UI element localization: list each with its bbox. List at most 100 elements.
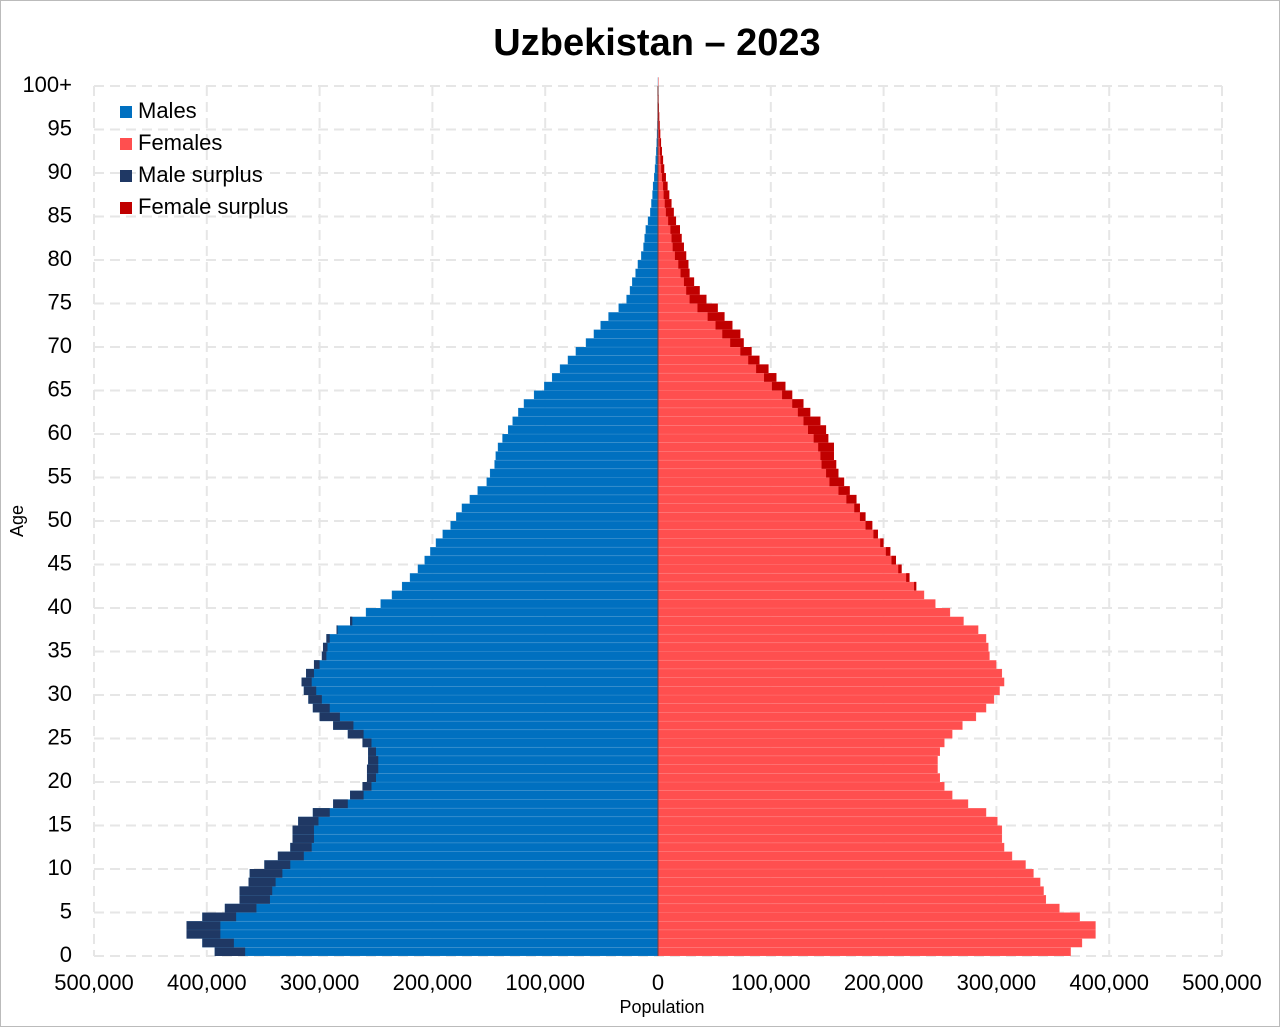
male-surplus [333, 721, 354, 730]
female-surplus [914, 581, 917, 591]
x-tick-label: 500,000 [54, 970, 134, 995]
female-bar [657, 468, 839, 478]
female-bar [657, 503, 861, 513]
male-surplus [306, 668, 314, 678]
male-bar [214, 946, 659, 957]
y-tick-label: 80 [48, 246, 72, 271]
female-bar [657, 390, 793, 400]
female-surplus [846, 494, 857, 504]
male-bar [650, 198, 659, 209]
female-bar [657, 746, 941, 757]
female-bar [657, 877, 1041, 887]
y-tick-label: 95 [48, 115, 72, 140]
female-bar [657, 938, 1083, 948]
male-surplus [292, 834, 314, 843]
male-bar [502, 433, 659, 443]
female-bar [657, 616, 964, 626]
legend-label: Male surplus [138, 162, 263, 187]
female-bar [657, 799, 969, 809]
y-tick-label: 65 [48, 376, 72, 401]
female-surplus [813, 434, 829, 443]
female-bar [657, 659, 997, 670]
female-surplus [880, 538, 884, 548]
female-surplus [661, 164, 665, 173]
male-surplus [301, 677, 312, 687]
male-bar [362, 781, 659, 791]
female-bar [657, 381, 786, 391]
male-bar [567, 355, 659, 365]
male-surplus [186, 929, 221, 939]
female-surplus [818, 442, 834, 452]
male-bar [239, 886, 659, 896]
male-bar [297, 816, 659, 826]
male-bar [289, 842, 659, 852]
male-bar [507, 424, 659, 435]
female-bar [657, 520, 873, 530]
male-surplus [298, 816, 319, 826]
male-bar [450, 520, 659, 530]
x-tick-label: 300,000 [280, 970, 360, 995]
female-surplus [697, 303, 718, 313]
male-surplus [362, 738, 372, 748]
male-bar [301, 677, 659, 687]
female-surplus [671, 233, 682, 243]
legend-label: Females [138, 130, 222, 155]
female-surplus [661, 173, 666, 182]
y-tick-label: 55 [48, 463, 72, 488]
female-surplus [670, 225, 680, 234]
female-bar [657, 720, 963, 731]
female-bar [657, 607, 951, 617]
female-surplus [906, 573, 910, 582]
male-bar [326, 633, 659, 644]
female-bar [657, 833, 1003, 844]
male-surplus [312, 808, 330, 817]
male-bar [321, 651, 659, 661]
male-surplus [186, 921, 221, 930]
male-bar [424, 555, 659, 565]
female-surplus [663, 190, 670, 200]
female-surplus [756, 364, 769, 374]
female-bar [657, 494, 857, 504]
female-bar [657, 807, 987, 818]
male-bar [239, 894, 659, 905]
female-bar [657, 642, 989, 652]
female-bar [657, 764, 939, 774]
male-bar [517, 407, 659, 417]
female-bar [657, 781, 945, 791]
female-surplus [707, 312, 725, 321]
male-bar [319, 712, 659, 722]
female-bar [657, 590, 925, 600]
female-bar [657, 424, 827, 435]
male-surplus [202, 912, 237, 922]
male-surplus [313, 660, 320, 669]
male-surplus [319, 712, 340, 722]
female-surplus [678, 260, 689, 269]
ticks: 500,000 400,000 300,000 200,000 100,000 0 100,… [22, 72, 1261, 995]
male-surplus [239, 886, 273, 896]
y-tick-label: 35 [48, 637, 72, 662]
female-bar [657, 538, 884, 548]
male-surplus [214, 947, 246, 956]
male-surplus [277, 851, 304, 861]
male-surplus [239, 895, 270, 904]
female-surplus [658, 112, 660, 121]
male-bar [644, 233, 659, 243]
x-tick-label: 500,000 [1182, 970, 1262, 995]
female-bar [657, 364, 769, 374]
male-bar [248, 877, 659, 887]
female-surplus [663, 181, 668, 191]
female-bar [657, 651, 990, 661]
male-bar [367, 746, 659, 757]
male-surplus [333, 799, 348, 809]
female-bar [657, 529, 879, 539]
female-bar [657, 581, 917, 591]
male-bar [645, 224, 659, 235]
male-bar [477, 485, 659, 496]
male-surplus [312, 703, 330, 713]
male-bar [362, 738, 659, 748]
legend-swatch [120, 138, 132, 150]
x-tick-label: 300,000 [957, 970, 1037, 995]
female-bar [657, 346, 752, 356]
female-bar [657, 485, 851, 496]
legend-label: Males [138, 98, 197, 123]
